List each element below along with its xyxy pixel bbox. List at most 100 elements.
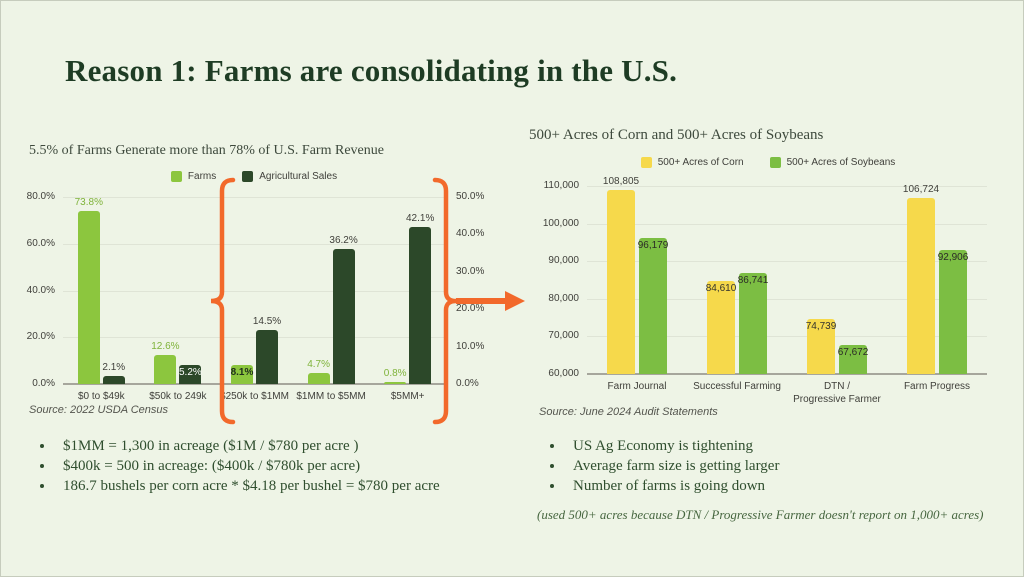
bar	[739, 273, 767, 374]
legend-item: Agricultural Sales	[242, 171, 337, 182]
arrow-right-icon	[505, 291, 525, 311]
value-label: 108,805	[602, 176, 640, 188]
gridline	[587, 223, 987, 225]
axis-tick-left: 0.0%	[32, 378, 55, 389]
bar	[607, 190, 635, 374]
category-label: Farm Progress	[903, 381, 971, 392]
farm-revenue-chart: Farms Agricultural Sales 0.0% 20.0% 40.0% 60.…	[15, 169, 493, 417]
axis-tick-left: 60,000	[548, 368, 579, 379]
gridline	[63, 243, 446, 245]
legend: Farms Agricultural Sales	[15, 171, 493, 182]
value-label: 42.1%	[406, 212, 435, 224]
category-label: $5MM+	[390, 391, 425, 402]
bullet-item: Average farm size is getting larger	[565, 458, 1015, 475]
value-label: 74,739	[805, 320, 837, 332]
legend-swatch	[769, 157, 781, 168]
gridline	[63, 290, 446, 292]
left-chart-title: 5.5% of Farms Generate more than 78% of …	[29, 143, 384, 158]
bar	[179, 364, 202, 384]
legend-item: 500+ Acres of Soybeans	[769, 157, 896, 168]
bar	[77, 211, 100, 384]
axis-tick-right: 10.0%	[456, 340, 485, 352]
value-label: 4.7%	[307, 359, 330, 370]
axis-tick-left: 40.0%	[26, 284, 55, 296]
legend-label: Farms	[187, 171, 217, 182]
bar	[707, 281, 735, 374]
legend-swatch	[242, 171, 254, 182]
axis-tick-left: 60.0%	[26, 237, 55, 249]
category-label: Successful Farming	[693, 381, 781, 392]
bar	[256, 329, 278, 384]
bar	[154, 354, 177, 384]
gridline	[587, 336, 987, 338]
gridline	[587, 261, 987, 263]
axis-tick-left: 100,000	[542, 217, 579, 229]
axis-tick-left: 80.0%	[26, 191, 55, 202]
category-label: Farm Journal	[607, 381, 667, 392]
value-label: 8.1%	[230, 367, 254, 379]
bullet-item: $1MM = 1,300 in acreage ($1M / $780 per …	[55, 438, 525, 455]
left-chart-source: Source: 2022 USDA Census	[29, 404, 168, 416]
axis-tick-right: 40.0%	[456, 228, 485, 240]
legend-label: 500+ Acres of Soybeans	[786, 157, 896, 168]
bar	[907, 198, 935, 374]
x-axis-line	[63, 383, 446, 385]
bar	[231, 365, 253, 384]
right-chart-title: 500+ Acres of Corn and 500+ Acres of Soy…	[529, 127, 824, 143]
value-label: 67,672	[837, 347, 869, 359]
right-chart-source: Source: June 2024 Audit Statements	[539, 406, 718, 418]
bar	[384, 382, 407, 384]
axis-tick-left: 80,000	[548, 292, 579, 304]
gridline	[587, 186, 987, 187]
category-label: DTN / Progressive Farmer	[793, 381, 881, 405]
bullet-item: US Ag Economy is tightening	[565, 438, 1015, 455]
bar	[939, 250, 967, 374]
axis-tick-right: 20.0%	[456, 303, 485, 315]
category-label: $0 to $49k	[77, 391, 125, 402]
left-bullet-list: $1MM = 1,300 in acreage ($1M / $780 per …	[31, 435, 525, 498]
value-label: 12.6%	[151, 340, 180, 352]
axis-tick-right: 50.0%	[456, 191, 485, 202]
bar	[102, 376, 125, 384]
acreage-chart: 500+ Acres of Corn 500+ Acres of Soybeans…	[529, 153, 1007, 405]
bar	[409, 226, 432, 384]
page-title: Reason 1: Farms are consolidating in the…	[65, 53, 678, 88]
legend-swatch	[170, 171, 182, 182]
value-label: 14.5%	[252, 315, 282, 327]
value-label: 36.2%	[329, 234, 358, 246]
axis-tick-left: 110,000	[543, 180, 579, 191]
value-label: 86,741	[737, 275, 769, 287]
legend-item: 500+ Acres of Corn	[640, 157, 744, 168]
value-label: 0.8%	[383, 368, 407, 379]
gridline	[63, 197, 446, 198]
legend-item: Farms	[170, 171, 217, 182]
axis-tick-left: 90,000	[548, 255, 579, 267]
x-axis-line	[587, 373, 987, 375]
right-bullet-list: US Ag Economy is tightening Average farm …	[541, 435, 1015, 498]
category-label: $50k to 249k	[149, 391, 207, 402]
legend-label: 500+ Acres of Corn	[657, 157, 744, 168]
gridline	[587, 298, 987, 300]
footnote: (used 500+ acres because DTN / Progressi…	[537, 507, 984, 522]
value-label: 96,179	[637, 239, 669, 251]
gridline	[63, 337, 446, 339]
legend: 500+ Acres of Corn 500+ Acres of Soybeans	[529, 157, 1007, 168]
value-label: 5.2%	[178, 366, 202, 378]
bar	[639, 237, 667, 374]
bar	[807, 318, 835, 374]
value-label: 2.1%	[102, 362, 126, 374]
legend-swatch	[640, 157, 652, 168]
bar	[332, 248, 355, 384]
bar	[307, 373, 330, 384]
legend-label: Agricultural Sales	[259, 171, 338, 182]
axis-tick-left: 20.0%	[26, 331, 55, 343]
bullet-item: Number of farms is going down	[565, 478, 1015, 495]
axis-tick-right: 30.0%	[456, 265, 485, 277]
value-label: 106,724	[902, 184, 940, 196]
axis-tick-left: 70,000	[548, 330, 579, 342]
bar	[839, 345, 867, 374]
bullet-item: 186.7 bushels per corn acre * $4.18 per …	[55, 478, 525, 495]
value-label: 92,906	[937, 252, 969, 264]
bullet-item: $400k = 500 in acreage: ($400k / $780k p…	[55, 458, 525, 475]
